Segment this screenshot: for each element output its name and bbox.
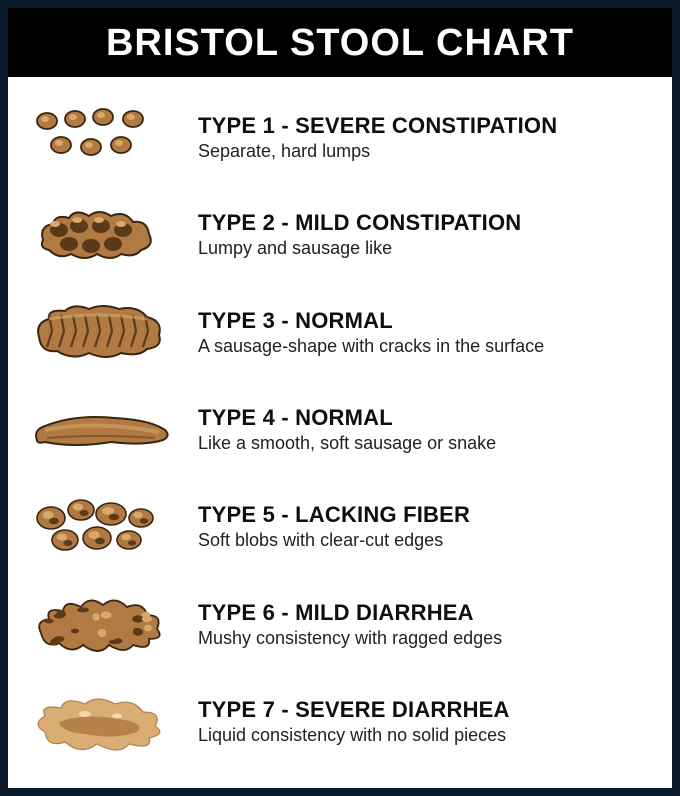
type-description: A sausage-shape with cracks in the surfa…: [198, 336, 648, 357]
type-row: TYPE 4 - NORMALLike a smooth, soft sausa…: [20, 386, 648, 472]
liquid-icon: [20, 680, 180, 762]
chart-rows: TYPE 1 - SEVERE CONSTIPATIONSeparate, ha…: [8, 77, 672, 788]
type-text: TYPE 6 - MILD DIARRHEAMushy consistency …: [198, 600, 648, 649]
chart-card: BRISTOL STOOL CHART TYPE 1 - SEVERE CONS…: [8, 8, 672, 788]
type-heading: TYPE 1 - SEVERE CONSTIPATION: [198, 113, 648, 139]
type-heading: TYPE 5 - LACKING FIBER: [198, 502, 648, 528]
type-row: TYPE 5 - LACKING FIBERSoft blobs with cl…: [20, 484, 648, 570]
type-text: TYPE 5 - LACKING FIBERSoft blobs with cl…: [198, 502, 648, 551]
type-row: TYPE 3 - NORMALA sausage-shape with crac…: [20, 289, 648, 375]
type-heading: TYPE 2 - MILD CONSTIPATION: [198, 210, 648, 236]
type-row: TYPE 1 - SEVERE CONSTIPATIONSeparate, ha…: [20, 95, 648, 181]
type-text: TYPE 4 - NORMALLike a smooth, soft sausa…: [198, 405, 648, 454]
type-description: Liquid consistency with no solid pieces: [198, 725, 648, 746]
cracked-sausage-icon: [20, 291, 180, 373]
type-row: TYPE 6 - MILD DIARRHEAMushy consistency …: [20, 581, 648, 667]
chart-title: BRISTOL STOOL CHART: [8, 8, 672, 77]
smooth-sausage-icon: [20, 388, 180, 470]
type-text: TYPE 1 - SEVERE CONSTIPATIONSeparate, ha…: [198, 113, 648, 162]
soft-blobs-icon: [20, 486, 180, 568]
type-text: TYPE 7 - SEVERE DIARRHEALiquid consisten…: [198, 697, 648, 746]
type-row: TYPE 7 - SEVERE DIARRHEALiquid consisten…: [20, 678, 648, 764]
type-description: Like a smooth, soft sausage or snake: [198, 433, 648, 454]
lumpy-sausage-icon: [20, 194, 180, 276]
type-heading: TYPE 4 - NORMAL: [198, 405, 648, 431]
mushy-icon: [20, 583, 180, 665]
type-heading: TYPE 6 - MILD DIARRHEA: [198, 600, 648, 626]
type-description: Soft blobs with clear-cut edges: [198, 530, 648, 551]
type-heading: TYPE 3 - NORMAL: [198, 308, 648, 334]
type-text: TYPE 3 - NORMALA sausage-shape with crac…: [198, 308, 648, 357]
type-text: TYPE 2 - MILD CONSTIPATIONLumpy and saus…: [198, 210, 648, 259]
type-description: Separate, hard lumps: [198, 141, 648, 162]
type-row: TYPE 2 - MILD CONSTIPATIONLumpy and saus…: [20, 192, 648, 278]
type-description: Mushy consistency with ragged edges: [198, 628, 648, 649]
pellets-icon: [20, 97, 180, 179]
type-heading: TYPE 7 - SEVERE DIARRHEA: [198, 697, 648, 723]
type-description: Lumpy and sausage like: [198, 238, 648, 259]
